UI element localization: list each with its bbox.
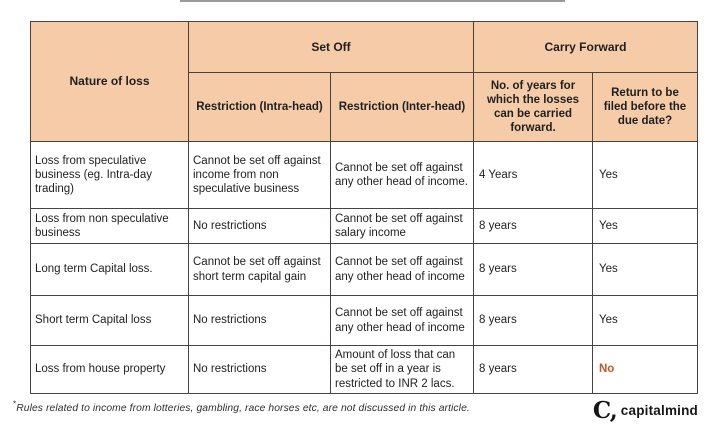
cell-return-filed: Yes: [592, 141, 698, 209]
cell-nature-of-loss: Short term Capital loss: [30, 295, 189, 346]
table-row: Long term Capital loss. Cannot be set of…: [30, 243, 698, 296]
table-row: Short term Capital loss No restrictions …: [30, 295, 698, 346]
cell-nature-of-loss: Long term Capital loss.: [30, 243, 189, 296]
footnote: *Rules related to income from lotteries,…: [13, 399, 470, 414]
cell-nature-of-loss: Loss from house property: [30, 345, 189, 394]
cell-restriction-inter: Cannot be set off against any other head…: [330, 295, 474, 346]
cell-years-carried: 8 years: [473, 243, 593, 296]
header-restriction-inter-head: Restriction (Inter-head): [330, 72, 474, 142]
cell-restriction-intra: Cannot be set off against short term cap…: [188, 243, 331, 296]
cell-restriction-intra: No restrictions: [188, 345, 331, 394]
header-set-off: Set Off: [188, 21, 474, 73]
cell-years-carried: 4 Years: [473, 141, 593, 209]
loss-setoff-table: Nature of loss Set Off Carry Forward Res…: [30, 21, 698, 394]
footnote-text: Rules related to income from lotteries, …: [16, 403, 470, 414]
header-years-carried-forward: No. of years for which the losses can be…: [473, 72, 593, 142]
header-row-subcolumns: Restriction (Intra-head) Restriction (In…: [31, 72, 698, 142]
capitalmind-logo-text: capitalmind: [620, 403, 698, 418]
capitalmind-logo-mark-icon: C,: [592, 397, 618, 424]
header-restriction-intra-head: Restriction (Intra-head): [188, 72, 331, 142]
header-row-groups: Nature of loss Set Off Carry Forward: [30, 21, 698, 142]
cell-nature-of-loss: Loss from speculative business (eg. Intr…: [30, 141, 189, 209]
cell-nature-of-loss: Loss from non speculative business: [30, 208, 189, 244]
table-row: Loss from non speculative business No re…: [30, 208, 698, 244]
cell-restriction-intra: No restrictions: [188, 208, 331, 244]
cell-restriction-inter: Cannot be set off against salary income: [330, 208, 474, 244]
cell-restriction-intra: Cannot be set off against income from no…: [188, 141, 331, 209]
cell-restriction-inter: Amount of loss that can be set off in a …: [330, 345, 474, 394]
header-nature-of-loss: Nature of loss: [30, 21, 189, 142]
cell-years-carried: 8 years: [473, 345, 593, 394]
cell-return-filed: Yes: [592, 243, 698, 296]
cell-years-carried: 8 years: [473, 208, 593, 244]
footnote-asterisk: *: [13, 399, 17, 409]
header-carry-forward: Carry Forward: [473, 21, 698, 73]
table-row: Loss from speculative business (eg. Intr…: [30, 141, 698, 209]
cell-return-filed: Yes: [592, 295, 698, 346]
cell-restriction-inter: Cannot be set off against any other head…: [330, 243, 474, 296]
cell-restriction-inter: Cannot be set off against any other head…: [330, 141, 474, 209]
table-row: Loss from house property No restrictions…: [30, 345, 698, 394]
cell-return-filed-no: No: [592, 345, 698, 394]
cell-return-filed: Yes: [592, 208, 698, 244]
cell-restriction-intra: No restrictions: [188, 295, 331, 346]
header-return-filed: Return to be filed before the due date?: [592, 72, 698, 142]
cropped-top-rule: [180, 0, 565, 2]
cell-years-carried: 8 years: [473, 295, 593, 346]
capitalmind-logo: C, capitalmind: [593, 399, 698, 422]
